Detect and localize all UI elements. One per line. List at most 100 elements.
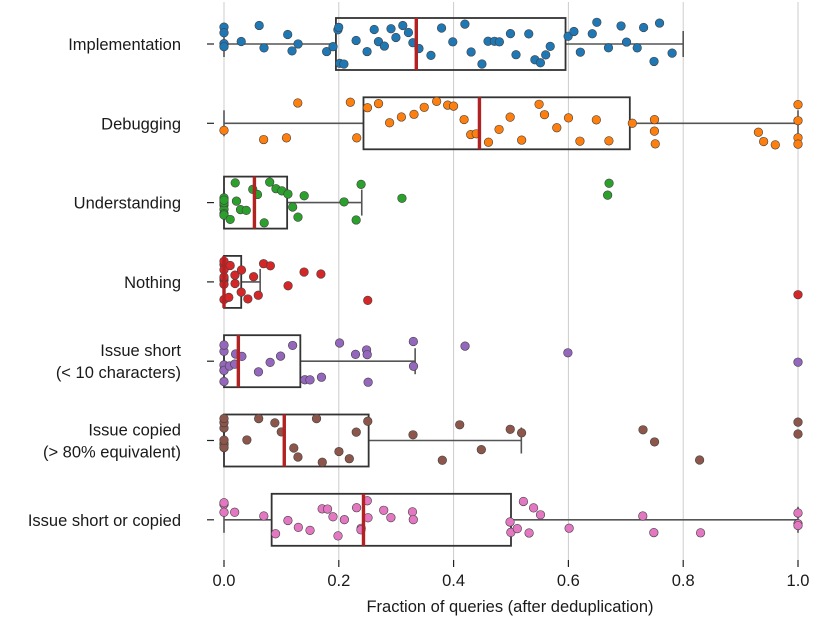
data-point [265,357,275,367]
data-point [477,59,487,69]
data-point [793,429,803,439]
data-point [460,19,470,29]
category-label: Issue copied (> 80% equivalent) [43,422,181,462]
data-point [305,525,315,535]
data-point [225,214,235,225]
data-point [505,112,515,122]
medians [222,18,482,546]
data-point [638,425,648,435]
data-point [288,340,298,351]
data-point [305,375,315,385]
data-point [483,137,494,147]
data-point [241,205,251,215]
category-label-line: Debugging [101,115,181,133]
data-point [459,114,469,125]
data-point [219,413,229,424]
data-point [408,361,419,371]
data-point [299,267,309,277]
data-point [407,507,418,517]
data-point [334,446,344,457]
data-point [334,22,344,32]
data-point [351,35,361,46]
data-point [649,437,660,447]
x-axis-ticks: 0.0 0.2 0.4 0.6 0.8 1.0 [213,560,809,590]
data-point [362,103,373,113]
data-point [230,278,240,289]
data-point [616,21,626,31]
data-point [289,443,299,453]
data-point [408,515,418,525]
x-axis-title: Fraction of queries (after deduplication… [366,598,653,616]
data-point [753,127,763,137]
data-point [275,351,286,361]
category-label: Debugging [101,115,181,133]
data-point [649,126,660,136]
data-point [518,496,529,507]
data-point [505,29,516,39]
data-point [649,114,660,125]
data-point [793,139,803,149]
grid-lines [223,2,799,560]
data-point [293,522,303,532]
data-point [322,46,332,57]
data-point [219,498,229,508]
data-point [345,97,355,107]
category-label-line: Nothing [124,274,181,292]
data-point [575,47,585,57]
data-point [524,528,534,538]
data-point [322,504,333,514]
data-point [259,43,269,53]
whiskers [223,31,799,533]
category-label-line: Issue short or copied [28,512,181,530]
data-point [230,178,240,188]
boxes [223,17,631,547]
data-point [283,281,293,291]
data-point [344,454,354,464]
data-point [505,424,515,434]
data-point [219,42,229,52]
x-tick-label: 0.8 [672,572,695,590]
data-point [505,517,515,527]
data-point [535,58,546,68]
data-point [524,29,534,39]
data-point [511,50,521,60]
data-point [253,290,263,300]
data-point [603,190,613,200]
data-point [356,179,366,189]
data-point [621,37,632,47]
data-point [283,29,293,40]
data-point [253,367,264,377]
data-point [437,455,447,465]
data-point [603,43,614,53]
data-point [231,196,242,206]
data-point [316,269,326,279]
data-point [350,349,361,359]
data-point [339,197,349,207]
data-point [351,503,362,513]
data-point [333,531,343,541]
data-point [363,416,373,426]
category-label: Understanding [74,195,181,213]
data-point [793,116,803,126]
data-point [287,46,297,56]
data-point [419,102,429,112]
category-label: Issue short (< 10 characters) [56,342,182,382]
data-point [293,98,303,108]
data-point [650,139,660,149]
data-point [649,56,659,67]
data-point [455,420,465,430]
data-point [694,455,705,465]
data-point [259,218,269,228]
data-point [793,357,803,367]
data-point [632,43,642,53]
data-point [259,511,269,521]
strip-points [219,17,803,541]
data-point [270,529,281,539]
data-point [535,510,546,520]
data-point [398,20,408,31]
data-point [259,134,269,145]
category-label-line: (> 80% equivalent) [43,444,181,462]
data-point [225,260,235,271]
data-point [466,47,476,57]
